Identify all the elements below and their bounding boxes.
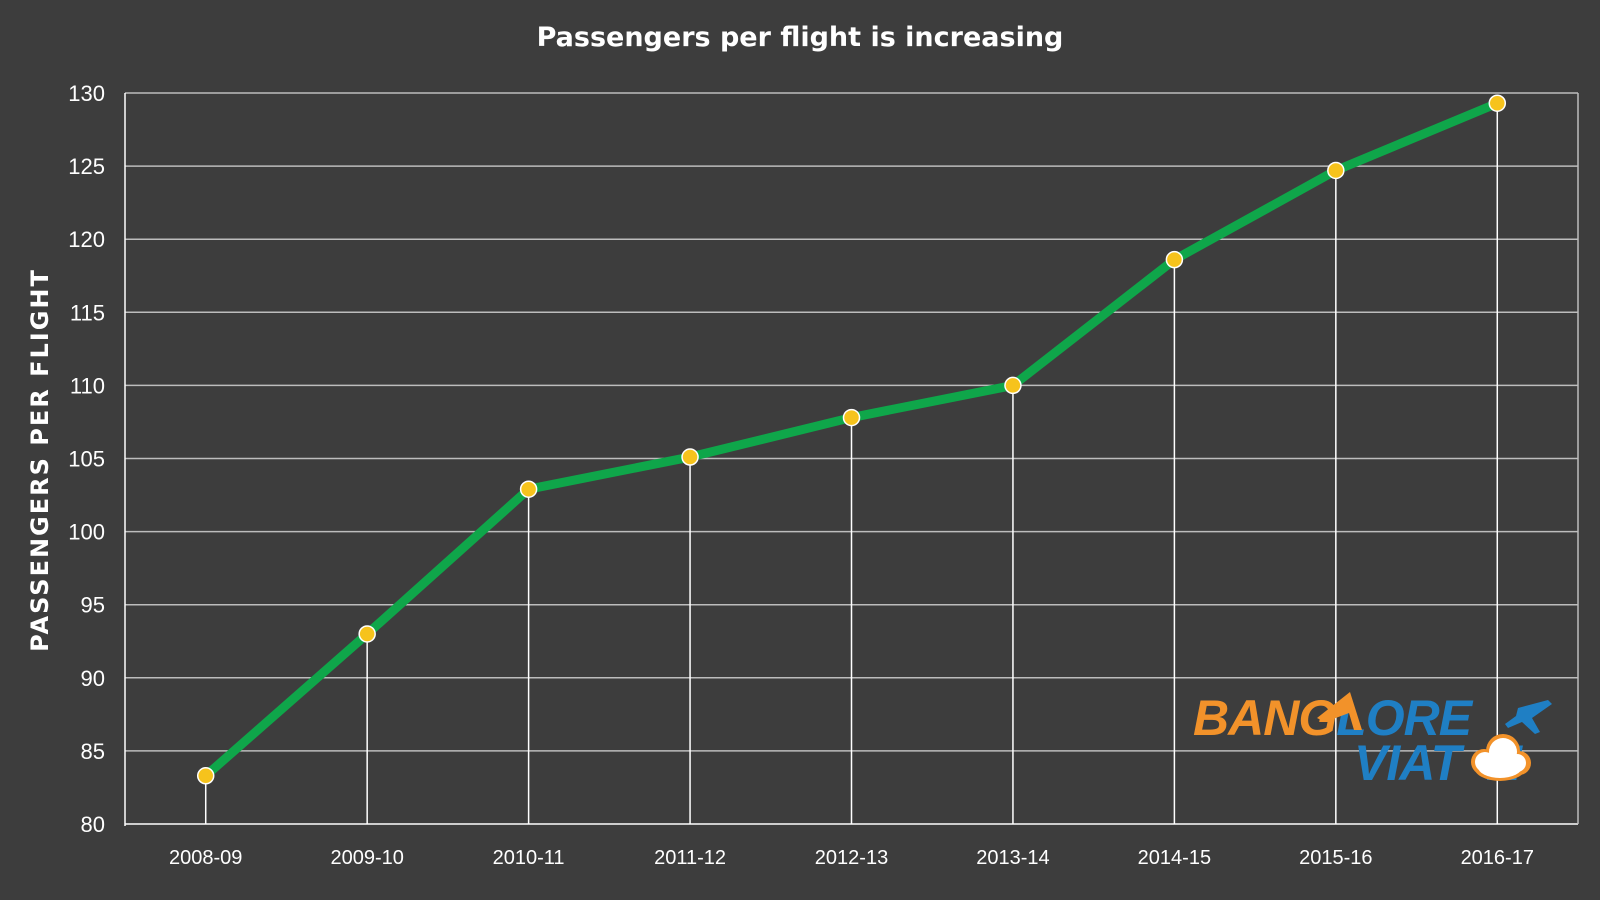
data-point-2010-11 — [519, 480, 538, 498]
axes — [124, 93, 1579, 826]
data-point-2016-17 — [1488, 94, 1507, 112]
data-point-2015-16 — [1327, 161, 1345, 180]
data-point-2014-15 — [1165, 250, 1184, 269]
data-points — [196, 94, 1507, 785]
cloud-icon — [1471, 734, 1531, 781]
data-point-2008-09 — [196, 767, 215, 785]
airplane-icon — [1505, 700, 1552, 734]
x-tick-label-2016-17: 2016-17 — [1461, 847, 1534, 869]
x-tick-label-2009-10: 2009-10 — [330, 847, 403, 869]
logo-a-mark-icon — [1317, 692, 1362, 730]
y-tick-label-80: 80 — [81, 812, 105, 837]
y-axis-label: PASSENGERS PER FLIGHT — [26, 268, 54, 652]
logo-blue-part: LORE — [1336, 690, 1474, 746]
y-tick-label-90: 90 — [81, 666, 105, 691]
y-tick-label-85: 85 — [81, 739, 105, 764]
x-tick-labels: 2008-09 2009-10 2010-11 2011-12 2012-13 2013-… — [169, 847, 1534, 869]
y-tick-label-105: 105 — [68, 447, 105, 472]
x-tick-label-2014-15: 2014-15 — [1138, 847, 1211, 869]
x-tick-label-2013-14: 2013-14 — [976, 847, 1049, 869]
x-tick-label-2011-12: 2011-12 — [654, 847, 726, 869]
x-tick-label-2015-16: 2015-16 — [1299, 847, 1372, 869]
bangalore-aviation-logo: BANGLORE VIAT N — [1193, 690, 1552, 791]
y-tick-label-110: 110 — [70, 373, 105, 398]
data-point-2012-13 — [842, 408, 861, 427]
data-point-2009-10 — [358, 625, 376, 643]
logo-orange-part: BANG — [1193, 690, 1336, 746]
y-tick-label-125: 125 — [68, 154, 105, 179]
logo-text-line1: BANGLORE — [1193, 690, 1474, 746]
x-tick-label-2012-13: 2012-13 — [815, 847, 888, 869]
data-point-2013-14 — [1004, 376, 1022, 395]
y-tick-labels: 80 85 90 95 100 105 110 115 120 125 130 — [68, 81, 105, 837]
x-tick-label-2008-09: 2008-09 — [169, 847, 242, 869]
y-tick-label-120: 120 — [68, 227, 105, 252]
chart-title: Passengers per flight is increasing — [537, 22, 1064, 53]
data-point-2011-12 — [681, 448, 699, 466]
x-tick-label-2010-11: 2010-11 — [493, 847, 565, 869]
drop-lines — [204, 103, 1499, 824]
y-tick-label-130: 130 — [68, 81, 105, 106]
y-tick-label-95: 95 — [81, 593, 105, 618]
y-tick-label-100: 100 — [68, 520, 105, 545]
y-tick-label-115: 115 — [70, 300, 105, 325]
